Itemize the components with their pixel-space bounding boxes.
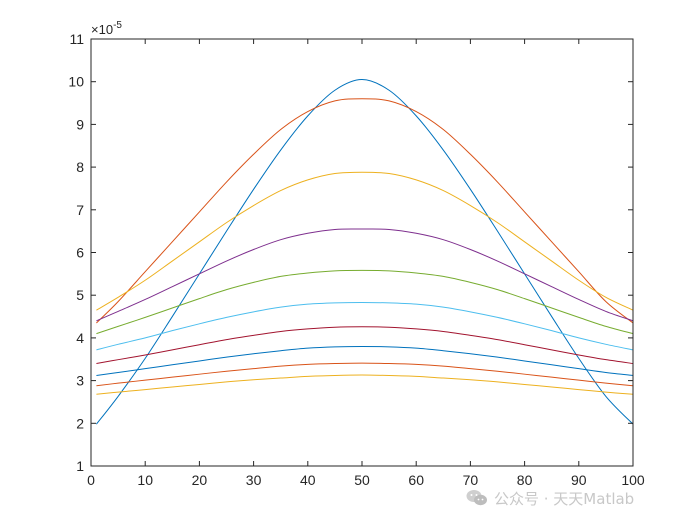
y-tick-label: 1 — [76, 458, 84, 474]
wechat-icon — [466, 490, 487, 506]
y-tick-label: 8 — [76, 159, 84, 175]
labels-layer: 0 10 20 30 40 50 60 70 80 90 100 1 2 3 4 5 6 7 8 9 10 11 — [68, 31, 644, 488]
watermark-text: 公众号 · 天天Matlab — [494, 489, 635, 508]
x-tick-label: 60 — [408, 472, 424, 488]
series-layer — [96, 79, 634, 425]
series-line-9 — [96, 362, 634, 387]
watermark: 公众号 · 天天Matlab — [466, 486, 634, 510]
series-line-1 — [96, 79, 634, 425]
series-line-7 — [96, 326, 634, 365]
y-tick-label: 4 — [76, 330, 84, 346]
x-tick-label: 80 — [517, 472, 533, 488]
y-tick-label: 11 — [69, 31, 84, 47]
y-tick-label: 3 — [76, 373, 84, 389]
x-tick-label: 70 — [463, 472, 479, 488]
x-tick-label: 10 — [137, 472, 153, 488]
series-line-10 — [96, 374, 634, 395]
series-line-8 — [96, 345, 634, 376]
series-line-2 — [96, 98, 634, 324]
plot-area — [91, 39, 633, 466]
axes-box — [90, 38, 634, 467]
y-tick-label: 7 — [76, 202, 84, 218]
series-line-4 — [96, 228, 634, 322]
series-line-6 — [96, 301, 634, 351]
x-tick-label: 100 — [621, 472, 645, 488]
y-tick-label: 5 — [76, 287, 84, 303]
y-tick-label: 9 — [76, 116, 84, 132]
series-line-3 — [96, 171, 634, 311]
y-tick-label: 2 — [76, 415, 84, 431]
x-tick-label: 20 — [192, 472, 208, 488]
x-tick-label: 30 — [246, 472, 262, 488]
series-line-5 — [96, 269, 634, 335]
y-exponent-label: ×10-5 — [91, 20, 122, 37]
x-tick-label: 90 — [571, 472, 587, 488]
x-tick-label: 0 — [87, 472, 95, 488]
y-tick-label: 10 — [68, 74, 84, 90]
x-tick-label: 50 — [354, 472, 370, 488]
x-tick-label: 40 — [300, 472, 316, 488]
y-tick-label: 6 — [76, 245, 84, 261]
